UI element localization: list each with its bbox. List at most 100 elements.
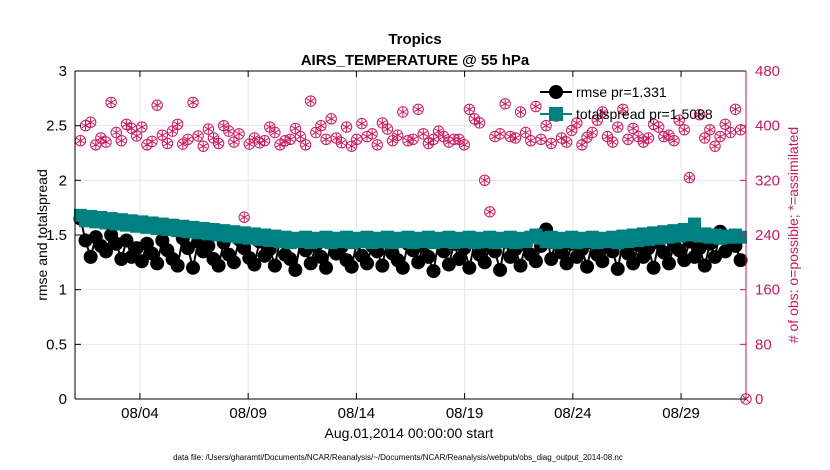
obs-assimilated-marker [142,140,152,150]
obs-possible-marker [612,121,624,133]
rmse-point [395,260,410,275]
obs-assimilated-marker [680,125,689,135]
obs-possible-marker [289,122,302,135]
obs-assimilated-marker [286,134,295,144]
obs-possible-marker [397,106,409,118]
obs-assimilated-marker [526,136,535,146]
obs-assimilated-marker [91,140,100,150]
rmse-point [83,249,98,264]
obs-assimilated-marker [623,134,633,144]
rmse-point [697,258,712,273]
obs-assimilated-marker [117,136,126,146]
rmse-point [426,264,441,279]
rmse-point [513,258,528,273]
obs-assimilated-marker [383,124,392,134]
obs-assimilated-marker [357,119,367,129]
obs-assimilated-marker [76,136,85,146]
obs-possible-marker [340,121,353,133]
obs-assimilated-marker [347,141,356,151]
y-left-tick-label: 1 [59,282,67,299]
obs-possible-marker [596,106,609,118]
obs-possible-marker [668,135,680,147]
obs-assimilated-marker [224,126,233,136]
obs-assimilated-marker [173,119,182,129]
obs-assimilated-marker [675,115,684,125]
obs-possible-marker [151,99,163,111]
obs-assimilated-marker [593,115,602,125]
obs-assimilated-marker [234,129,244,139]
rmse-point [646,260,661,275]
obs-assimilated-marker [403,136,413,146]
obs-assimilated-marker [260,136,269,146]
obs-assimilated-marker [291,123,300,133]
obs-assimilated-marker [572,118,581,128]
obs-assimilated-marker [664,130,674,140]
obs-assimilated-marker [659,132,668,142]
obs-assimilated-marker [153,100,162,110]
obs-possible-marker [161,137,174,150]
obs-assimilated-marker [705,125,715,135]
obs-assimilated-marker [265,122,274,132]
rmse-point [708,249,723,264]
obs-possible-marker [238,211,250,223]
legend-totalspread-label: totalspread pr=1.5088 [576,106,713,122]
obs-possible-marker [187,96,199,109]
y-right-tick-label: 240 [755,227,780,244]
obs-assimilated-marker [127,123,136,133]
obs-possible-marker [458,139,470,151]
obs-assimilated-marker [163,138,172,148]
rmse-point [626,256,641,271]
rmse-point [303,256,318,271]
obs-assimilated-marker [454,134,464,144]
obs-assimilated-marker [393,130,402,140]
totalspread-point [734,230,748,244]
obs-assimilated-marker [106,97,116,107]
obs-possible-marker [233,128,245,140]
obs-assimilated-marker [736,125,745,135]
obs-assimilated-marker [598,107,607,117]
obs-assimilated-marker [639,137,648,147]
obs-possible-marker [305,95,317,107]
obs-assimilated-marker [183,134,193,144]
y-axis-left-label: rmse and totalspread [34,169,50,301]
obs-assimilated-marker [490,132,500,142]
obs-possible-marker [693,109,706,121]
obs-assimilated-marker [178,139,187,149]
obs-possible-marker [381,123,394,135]
obs-assimilated-marker [214,138,223,148]
rmse-point [595,254,610,269]
rmse-point [580,259,595,274]
obs-assimilated-marker [316,121,326,131]
legend-rmse-label: rmse pr=1.331 [576,84,667,100]
obs-assimilated-marker [229,137,239,147]
obs-possible-marker [591,114,603,126]
obs-assimilated-marker [582,132,592,142]
obs-possible-marker [315,119,327,132]
obs-possible-marker [412,103,424,115]
obs-assimilated-marker [654,122,663,132]
obs-assimilated-marker [255,138,264,148]
obs-assimilated-marker [158,130,167,140]
obs-assimilated-marker [603,132,612,142]
obs-possible-marker [335,137,348,149]
y-right-tick-label: 480 [755,63,780,80]
obs-assimilated-marker [101,137,111,147]
chart-title: Tropics [388,31,441,48]
y-left-tick-label: 2.5 [46,118,67,135]
obs-assimilated-marker [270,128,280,137]
obs-assimilated-marker [321,134,331,144]
y-left-tick-label: 0.5 [46,336,67,353]
obs-possible-marker [514,106,527,118]
rmse-point [185,260,200,275]
obs-possible-marker [105,96,117,109]
x-tick-label: 08/14 [338,405,376,422]
obs-possible-marker [571,117,583,129]
obs-possible-marker [714,130,726,143]
rmse-point [180,241,195,256]
obs-assimilated-marker [695,110,704,120]
obs-assimilated-marker [516,107,525,117]
obs-assimilated-marker [147,136,157,146]
obs-assimilated-marker [240,212,249,222]
chart-subtitle: AIRS_TEMPERATURE @ 55 hPa [301,52,530,69]
